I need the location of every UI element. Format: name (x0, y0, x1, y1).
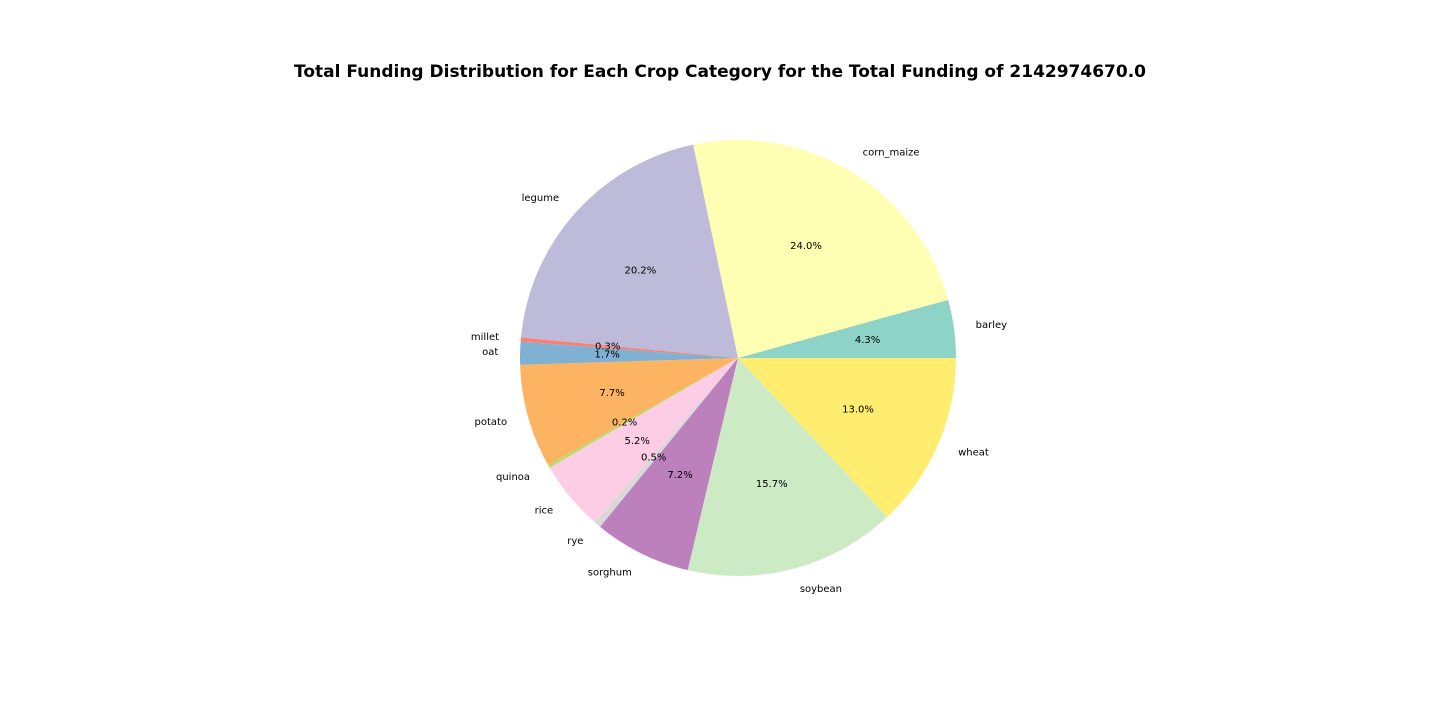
pie-slice-wheat (738, 358, 956, 517)
pie-slice-quinoa (548, 358, 738, 468)
pie-percent-label-potato: 7.7% (599, 388, 624, 399)
pie-slice-sorghum (600, 358, 738, 571)
pie-category-label-potato: potato (475, 417, 508, 428)
pie-slice-potato (520, 358, 738, 466)
pie-category-label-rice: rice (535, 505, 554, 516)
pie-percent-label-soybean: 15.7% (756, 479, 788, 490)
pie-slice-barley (738, 299, 956, 358)
pie-percent-label-quinoa: 0.2% (612, 418, 637, 429)
pie-percent-label-rice: 5.2% (625, 436, 650, 447)
pie-percent-label-sorghum: 7.2% (667, 470, 692, 481)
pie-percent-label-legume: 20.2% (625, 265, 657, 276)
pie-category-label-oat: oat (482, 347, 498, 358)
pie-category-label-corn_maize: corn_maize (863, 148, 920, 159)
pie-slice-rye (594, 358, 738, 527)
pie-category-label-sorghum: sorghum (588, 568, 632, 579)
chart-title: Total Funding Distribution for Each Crop… (293, 62, 1146, 82)
pie-category-label-soybean: soybean (800, 584, 842, 595)
pie-slice-oat (519, 341, 738, 365)
pie-category-label-legume: legume (522, 193, 560, 204)
pie-category-label-wheat: wheat (958, 448, 989, 459)
pie-percent-label-millet: 0.3% (595, 341, 620, 352)
pie-percent-label-barley: 4.3% (855, 335, 880, 346)
pie-percent-labels: 4.3% 24.0% 20.2% 0.3%1.7% 7.7% 0.2% 5.2% 0.5%7.… (595, 241, 881, 490)
pie-percent-label-wheat: 13.0% (842, 404, 874, 415)
pie-category-label-rye: rye (567, 536, 583, 547)
pie-percent-label-oat: 1.7% (595, 350, 620, 361)
pie-slice-legume (520, 144, 738, 358)
pie-slices (519, 140, 956, 576)
pie-slice-millet (520, 337, 738, 358)
pie-slice-corn_maize (693, 140, 949, 358)
pie-percent-label-rye: 0.5% (641, 452, 666, 463)
pie-slice-rice (549, 358, 738, 523)
pie-slice-soybean (687, 358, 888, 576)
pie-percent-label-corn_maize: 24.0% (790, 241, 822, 252)
pie-category-label-barley: barley (976, 320, 1008, 331)
pie-category-label-millet: millet (471, 332, 499, 343)
pie-category-label-quinoa: quinoa (496, 472, 530, 483)
